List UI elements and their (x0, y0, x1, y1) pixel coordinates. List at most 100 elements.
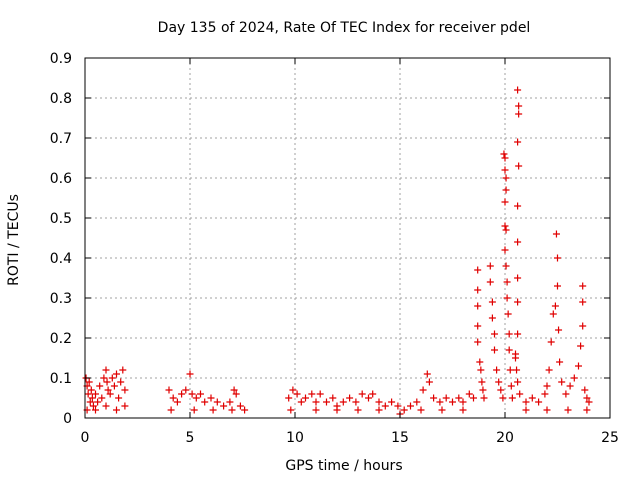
data-point (407, 402, 414, 410)
data-point (165, 386, 173, 394)
y-tick-label: 0.7 (50, 131, 72, 147)
data-point (474, 266, 482, 274)
data-point (92, 390, 99, 398)
data-point (192, 394, 200, 402)
data-point (512, 354, 519, 362)
data-point (514, 378, 522, 386)
data-point (474, 302, 482, 310)
data-point (555, 326, 563, 334)
y-tick-label: 0.3 (50, 291, 72, 307)
data-point (430, 394, 438, 402)
plot-frame (84, 57, 611, 419)
data-point (579, 298, 587, 306)
data-point (508, 394, 516, 402)
data-point (228, 406, 236, 414)
y-tick-label: 0.6 (50, 171, 72, 187)
data-point (577, 342, 585, 350)
data-point (352, 398, 360, 406)
data-point (365, 394, 372, 402)
data-point (302, 394, 309, 402)
data-point (459, 406, 467, 414)
data-point (102, 402, 110, 410)
data-point (488, 314, 496, 322)
data-point (84, 390, 92, 398)
data-point (86, 398, 94, 406)
data-point (438, 406, 446, 414)
x-tick-label: 10 (286, 430, 304, 446)
data-point (516, 390, 524, 398)
data-point (558, 378, 566, 386)
data-point (543, 382, 551, 390)
y-tick-label: 0.9 (50, 51, 72, 67)
data-point (442, 394, 450, 402)
data-point (94, 398, 102, 406)
data-point (312, 406, 320, 414)
data-point (535, 398, 543, 406)
data-point (297, 398, 305, 406)
data-point (381, 402, 389, 410)
data-point (108, 374, 116, 382)
data-point (515, 102, 523, 110)
data-point (581, 386, 589, 394)
data-point (287, 406, 295, 414)
x-tick-label: 20 (496, 430, 514, 446)
data-point (121, 402, 129, 410)
data-point (358, 390, 366, 398)
data-point (113, 406, 120, 414)
data-point (104, 386, 112, 394)
data-point (514, 298, 522, 306)
data-point (502, 226, 510, 234)
data-point (449, 398, 456, 406)
data-point (285, 394, 293, 402)
data-point (505, 346, 513, 354)
data-point (400, 406, 408, 414)
data-point (514, 138, 522, 146)
data-point (220, 402, 228, 410)
data-point (583, 406, 591, 414)
data-point (499, 394, 507, 402)
y-tick-label: 0.5 (50, 211, 72, 227)
y-tick-label: 0.4 (50, 251, 72, 267)
data-point (547, 338, 555, 346)
data-point (354, 406, 362, 414)
data-point (316, 390, 324, 398)
data-point (308, 390, 316, 398)
points-layer (82, 86, 593, 418)
data-point (436, 398, 444, 406)
x-tick-label: 0 (81, 430, 90, 446)
data-point (213, 398, 221, 406)
data-point (495, 378, 503, 386)
data-point (197, 390, 204, 398)
data-point (497, 386, 505, 394)
data-point (394, 402, 402, 410)
data-point (474, 322, 482, 330)
data-point (488, 298, 496, 306)
data-point (207, 394, 215, 402)
x-tick-label: 15 (391, 430, 409, 446)
data-point (241, 406, 249, 414)
data-point (585, 398, 593, 406)
data-point (169, 394, 177, 402)
data-point (501, 166, 509, 174)
data-point (549, 310, 557, 318)
data-point (423, 370, 431, 378)
data-point (89, 402, 97, 410)
data-point (87, 386, 95, 394)
data-point (541, 390, 549, 398)
data-point (514, 238, 522, 246)
data-point (486, 278, 494, 286)
data-point (323, 398, 330, 406)
data-point (522, 398, 530, 406)
data-point (476, 358, 484, 366)
data-point (554, 282, 561, 290)
data-point (419, 386, 427, 394)
data-point (459, 398, 467, 406)
data-point (501, 154, 509, 162)
data-point (545, 366, 553, 374)
chart-title: Day 135 of 2024, Rate Of TEC Index for r… (158, 20, 531, 36)
data-point (515, 110, 523, 118)
data-point (425, 378, 433, 386)
data-point (554, 254, 561, 262)
data-point (528, 394, 536, 402)
